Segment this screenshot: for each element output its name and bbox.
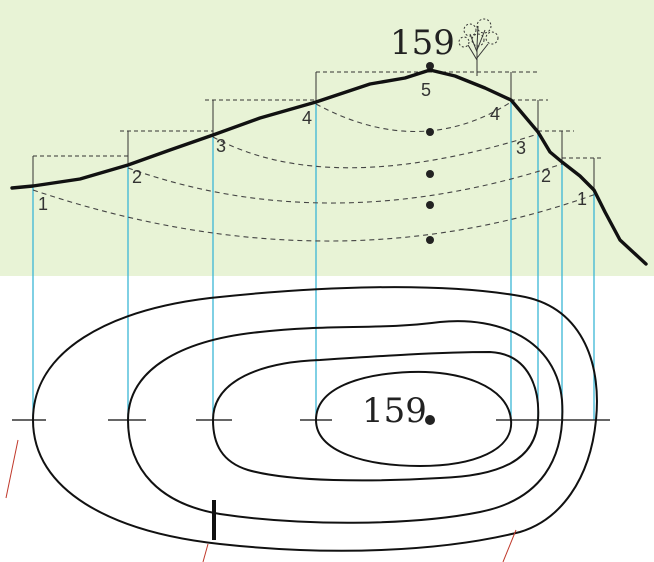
projection-lines	[32, 100, 595, 420]
profile-level-left-3: 3	[216, 136, 226, 156]
profile-level-right-2: 2	[541, 166, 551, 186]
profile-level-right-4: 4	[490, 104, 500, 124]
map-summit-label: 159	[362, 391, 427, 431]
profile-level-right-3: 3	[516, 138, 526, 158]
profile-level-left-2: 2	[132, 167, 142, 187]
tree-icon	[458, 18, 499, 76]
contour-inner	[314, 370, 513, 468]
profile-level-left-4: 4	[302, 108, 312, 128]
summit-elevation-label: 159	[390, 23, 455, 63]
profile-background	[0, 0, 654, 276]
profile-level-top-5: 5	[421, 80, 431, 100]
slope-marks	[5, 439, 517, 562]
contour-second	[126, 320, 564, 524]
dashed-level-arcs	[32, 101, 597, 242]
contour-third	[211, 350, 540, 482]
contour-outer	[31, 286, 598, 552]
terrain-profile-line	[10, 68, 648, 266]
profile-level-right-1: 1	[577, 189, 587, 209]
axis-dots	[426, 62, 434, 244]
profile-level-left-1: 1	[38, 194, 48, 214]
contour-lines	[31, 286, 598, 552]
summit-dot	[425, 415, 435, 425]
